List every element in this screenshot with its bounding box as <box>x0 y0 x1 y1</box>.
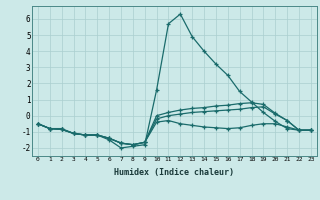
X-axis label: Humidex (Indice chaleur): Humidex (Indice chaleur) <box>115 168 234 177</box>
